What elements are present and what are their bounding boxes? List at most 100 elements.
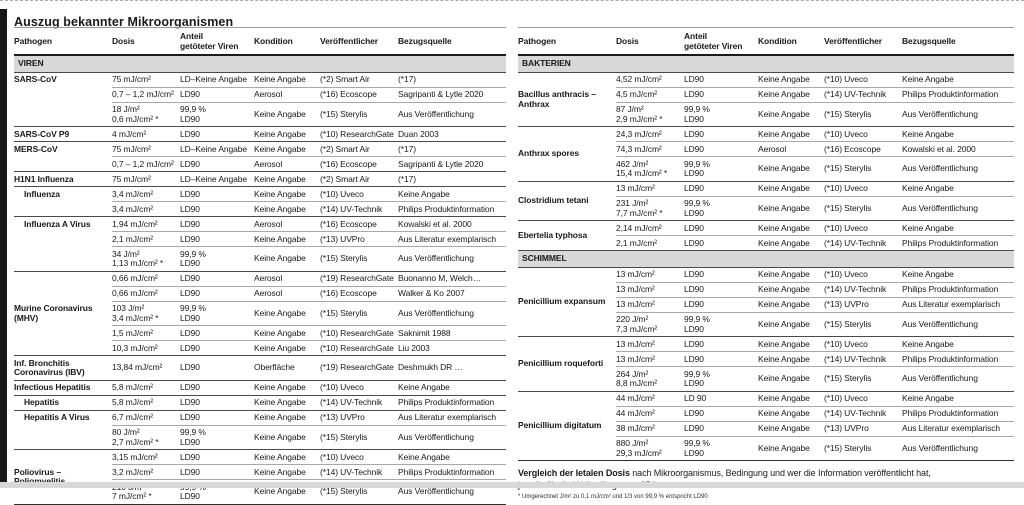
table-row: 2,1 mJ/cm² LD90 Keine Angabe (*14) UV-Techn… bbox=[518, 235, 1014, 251]
cell-line: 13 mJ/cm² bbox=[616, 338, 655, 349]
cell-line: Pathogen bbox=[14, 35, 52, 46]
pathogen-cell: Inf. Bronchitis Coronavirus (IBV) bbox=[14, 355, 112, 380]
kill-rate-cell: LD–Keine Angabe bbox=[180, 141, 254, 157]
cell-line: Influenza bbox=[24, 188, 60, 199]
cell-line: 74,3 mJ/cm² bbox=[616, 143, 662, 154]
cell-line: Anteil bbox=[180, 31, 204, 41]
condition-cell: Keine Angabe bbox=[254, 171, 320, 187]
source-cell: Kowalski et al. 2000 bbox=[902, 141, 1014, 157]
dose-cell: 80 J/m² 2,7 mJ/cm² * bbox=[112, 424, 180, 450]
pathogen-cell: H1N1 Influenza bbox=[14, 171, 112, 187]
cell-line: Veröffentlicher bbox=[320, 35, 379, 46]
dose-cell: 75 mJ/cm² bbox=[112, 71, 180, 87]
source-cell: Walker & Ko 2007 bbox=[398, 285, 506, 301]
section-header-row: VIREN bbox=[14, 54, 506, 72]
publisher-cell: (*14) UV-Technik bbox=[824, 351, 902, 367]
cell-line: 3,4 mJ/cm² bbox=[112, 203, 154, 214]
cell-line: LD90 bbox=[684, 408, 704, 418]
kill-rate-cell: 99,9 %LD90 bbox=[180, 424, 254, 450]
dose-cell: 18 J/m² 0,6 mJ/cm² * bbox=[112, 101, 180, 127]
cell-line: 13 mJ/cm² bbox=[616, 353, 655, 364]
pathogen-cell: SARS-CoV P9 bbox=[14, 126, 112, 142]
cell-line: 24,3 mJ/cm² bbox=[616, 128, 662, 139]
cell-line: LD90 bbox=[180, 397, 200, 407]
cell-line: Hepatitis bbox=[24, 397, 59, 407]
pathogen-cell: Hepatitis A Virus bbox=[14, 409, 112, 450]
cell-line: 6,7 mJ/cm² bbox=[112, 412, 154, 422]
dose-cell: 5,8 mJ/cm² bbox=[112, 394, 180, 410]
cell-line: 2,9 mJ/cm² * bbox=[616, 113, 663, 124]
column-header-pathogen-cell: Pathogen bbox=[14, 27, 112, 56]
condition-cell: Keine Angabe bbox=[254, 379, 320, 395]
source-cell: Aus Literatur exemplarisch bbox=[398, 231, 506, 247]
table-row: MERS-CoV 75 mJ/cm² LD–Keine Angabe Keine An… bbox=[14, 141, 506, 172]
publisher-cell: (*14) UV-Technik bbox=[824, 235, 902, 251]
cell-line: Penicillium expansum bbox=[518, 296, 606, 307]
condition-cell: Keine Angabe bbox=[758, 311, 824, 337]
cell-line: 99,9 % bbox=[684, 198, 710, 208]
cell-line: 0,66 mJ/cm² bbox=[112, 273, 158, 283]
kill-rate-cell: LD90 bbox=[180, 186, 254, 202]
dose-cell: 3,4 mJ/cm² bbox=[112, 201, 180, 217]
cell-line: 2,1 mJ/cm² bbox=[616, 237, 658, 248]
table-row: Penicillium expansum 13 mJ/cm² LD90 Keine A… bbox=[518, 266, 1014, 337]
cell-line: 99,9 % bbox=[180, 303, 206, 313]
section-label: BAKTERIEN bbox=[518, 54, 1014, 72]
cell-line: LD–Keine Angabe bbox=[180, 143, 248, 154]
cell-line: 3,2 mJ/cm² bbox=[112, 466, 154, 477]
dose-cell: 44 mJ/cm² bbox=[616, 390, 684, 406]
column-header-kill-rate-cell: Anteil getöteter Viren bbox=[180, 27, 254, 56]
cell-line: 13 mJ/cm² bbox=[616, 284, 655, 294]
table-header: Pathogen Dosis Anteil getöteter Viren Kondit… bbox=[14, 27, 506, 56]
condition-cell: Keine Angabe bbox=[254, 464, 320, 480]
cell-line: 75 mJ/cm² bbox=[112, 173, 151, 184]
kill-rate-cell: 99,9 %LD90 bbox=[684, 156, 758, 181]
cell-line: 99,9 % bbox=[180, 427, 206, 437]
cell-line: 0,7 – 1,2 mJ/cm² bbox=[112, 158, 174, 169]
cell-line: 2,7 mJ/cm² * bbox=[112, 436, 159, 447]
kill-rate-cell: LD90 bbox=[180, 126, 254, 142]
cell-line: 462 J/m² bbox=[616, 158, 649, 169]
condition-cell: Keine Angabe bbox=[758, 220, 824, 236]
condition-cell: Keine Angabe bbox=[254, 126, 320, 142]
source-cell: Philips Produktinformation bbox=[902, 281, 1014, 297]
cell-line: LD90 bbox=[684, 338, 704, 349]
table-row: 0,66 mJ/cm² LD90 Aerosol (*16) Ecoscope Walk… bbox=[14, 285, 506, 301]
condition-cell: Aerosol bbox=[254, 216, 320, 232]
table-row: 220 J/m² 7,3 mJ/cm² 99,9 % LD90 Keine Angabe… bbox=[518, 311, 1014, 337]
source-cell: Philips Produktinformation bbox=[398, 394, 506, 410]
cell-line: LD90 bbox=[180, 436, 200, 447]
section-label: VIREN bbox=[14, 54, 506, 72]
source-cell: Philips Produktinformation bbox=[902, 86, 1014, 102]
condition-cell: Aerosol bbox=[254, 285, 320, 301]
table-body: BAKTERIEN Bacillus anthracis – Anthrax 4,52… bbox=[518, 54, 1014, 460]
publisher-cell: (*15) Sterylis bbox=[824, 311, 902, 337]
table-row: Murine Coronavirus (MHV) 0,66 mJ/cm² LD90 Ae… bbox=[14, 270, 506, 356]
table-row: 87 J/m² 2,9 mJ/cm² * 99,9 % LD90 Keine Angab… bbox=[518, 101, 1014, 127]
cell-line: getöteter Viren bbox=[684, 40, 743, 51]
pathogen-cell: MERS-CoV bbox=[14, 141, 112, 172]
cell-line: LD90 bbox=[180, 113, 200, 124]
cell-line: 1,13 mJ/cm² * bbox=[112, 258, 164, 268]
source-cell: Keine Angabe bbox=[902, 390, 1014, 406]
source-cell: Keine Angabe bbox=[902, 126, 1014, 142]
cell-line: LD90 bbox=[684, 168, 704, 178]
cell-line: Dosis bbox=[112, 35, 135, 46]
kill-rate-cell: LD90 bbox=[180, 156, 254, 172]
cell-line: 10,3 mJ/cm² bbox=[112, 342, 158, 353]
cell-line: 5,8 mJ/cm² bbox=[112, 397, 154, 407]
cell-line: LD90 bbox=[684, 447, 704, 458]
condition-cell: Keine Angabe bbox=[758, 266, 824, 282]
source-cell: Aus Veröffentlichung bbox=[398, 424, 506, 450]
dose-cell: 231 J/m² 7,7 mJ/cm² * bbox=[616, 195, 684, 221]
source-cell: Aus Veröffentlichung bbox=[902, 195, 1014, 221]
pathogen-cell: Penicillium roqueforti bbox=[518, 336, 616, 391]
cell-line: 75 mJ/cm² bbox=[112, 143, 151, 154]
cell-line: 7,3 mJ/cm² bbox=[616, 323, 658, 334]
table-row: Influenza 3,4 mJ/cm² LD90 Keine Angabe (*10)… bbox=[14, 186, 506, 217]
cell-line: Coronavirus (IBV) bbox=[14, 367, 85, 377]
cell-line: LD90 bbox=[180, 89, 200, 99]
condition-cell: Keine Angabe bbox=[254, 325, 320, 341]
cell-line: LD–Keine Angabe bbox=[180, 74, 248, 84]
